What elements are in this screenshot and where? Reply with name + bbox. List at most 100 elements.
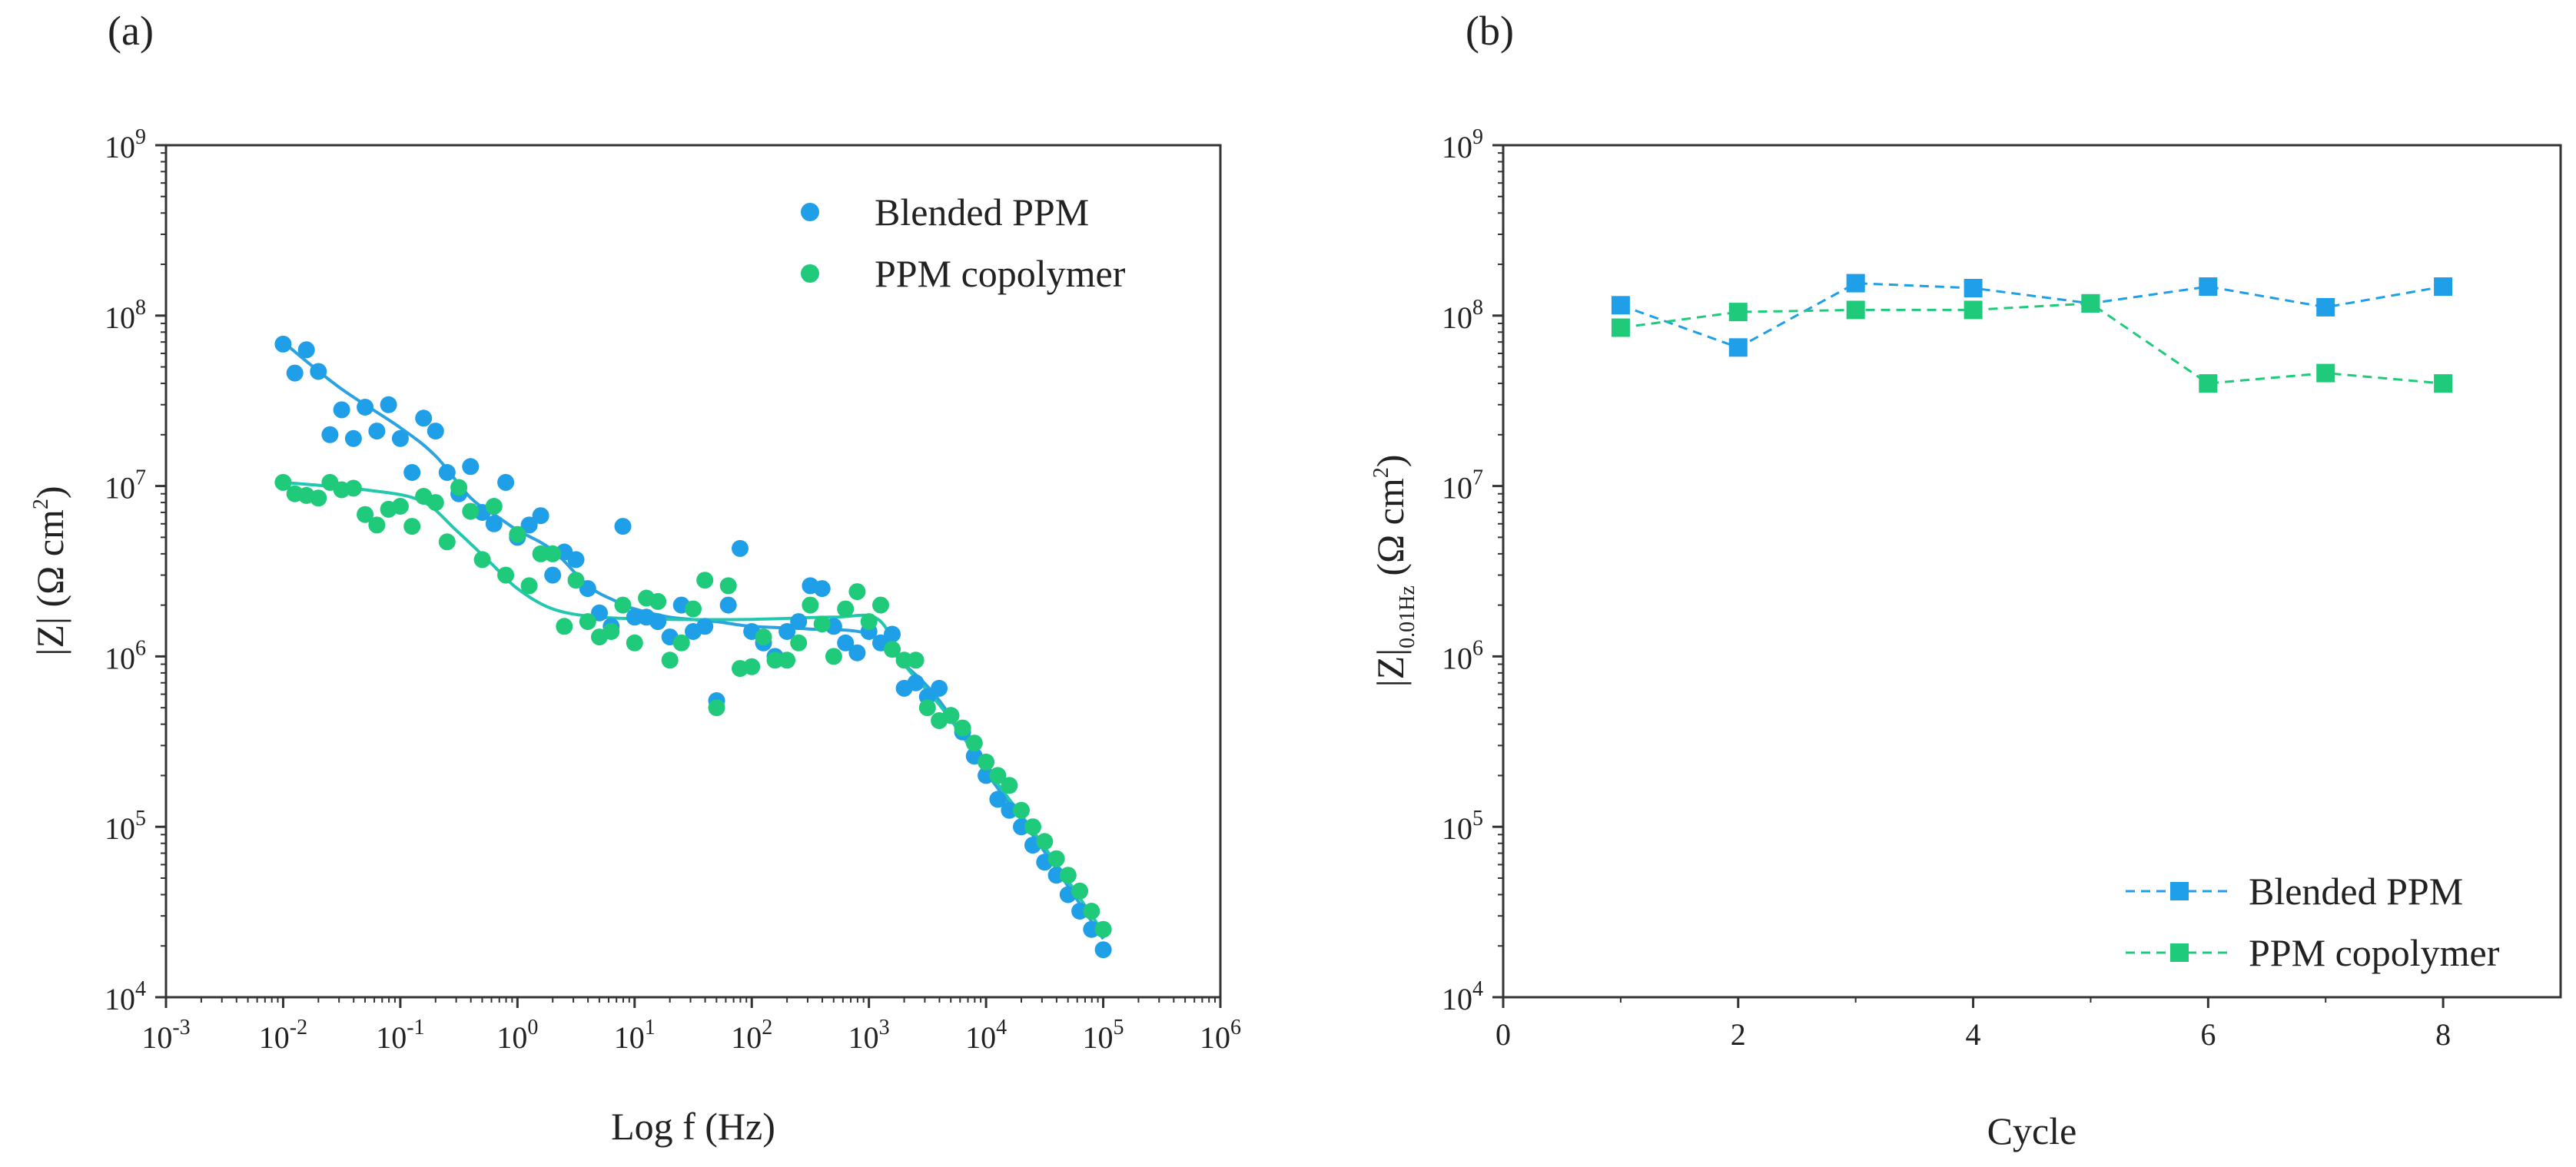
a-x-tick-label-exp: 4 xyxy=(996,1016,1007,1039)
a-point-blended xyxy=(778,623,796,640)
a-point-copolymer xyxy=(579,613,596,631)
b-y-tick-label-exp: 4 xyxy=(1472,977,1483,1001)
a-point-copolymer xyxy=(848,583,866,601)
a-point-blended xyxy=(907,674,925,691)
a-point-copolymer xyxy=(1036,833,1054,850)
a-y-tick-label-base: 10 xyxy=(105,130,135,164)
a-x-tick-label-base: 10 xyxy=(376,1020,407,1055)
a-point-blended xyxy=(520,516,538,534)
a-point-copolymer xyxy=(567,572,585,589)
legend-a: Blended PPM PPM copolymer xyxy=(801,191,1126,295)
b-x-tick-label: 2 xyxy=(1731,1017,1746,1052)
y-axis-title-a: |Z| (Ω cm2) xyxy=(28,486,71,655)
a-point-copolymer xyxy=(1083,903,1100,920)
a-point-copolymer xyxy=(1094,920,1112,938)
a-point-blended xyxy=(837,634,855,651)
a-point-blended xyxy=(1047,867,1065,884)
a-x-tick-label: 10-3 xyxy=(141,1016,190,1055)
a-point-blended xyxy=(696,618,714,635)
b-legend-label: Blended PPM xyxy=(2249,870,2463,913)
b-point-copolymer xyxy=(1728,303,1748,322)
x-axis-title-b: Cycle xyxy=(1987,1109,2077,1152)
a-point-copolymer xyxy=(1047,850,1065,867)
a-point-copolymer xyxy=(544,545,562,562)
a-point-copolymer xyxy=(1024,818,1041,836)
y-axis-title-a-base: |Z| (Ω cm xyxy=(28,509,71,656)
a-point-copolymer xyxy=(357,506,374,523)
b-line-blended xyxy=(1620,282,2444,349)
a-point-blended xyxy=(626,608,643,626)
a-point-copolymer xyxy=(755,628,772,646)
a-legend-label: Blended PPM xyxy=(875,191,1089,234)
a-point-blended xyxy=(544,566,562,584)
a-point-blended xyxy=(321,426,339,443)
a-point-copolymer xyxy=(614,596,632,614)
b-y-tick-label-base: 10 xyxy=(1442,471,1472,506)
b-y-tick-label: 105 xyxy=(1442,807,1483,846)
a-point-copolymer xyxy=(790,634,808,651)
b-y-tick-label-base: 10 xyxy=(1442,811,1472,846)
a-point-blended xyxy=(884,625,901,643)
plot-frame-a xyxy=(164,144,1222,999)
panel-label-b: (b) xyxy=(1466,8,1514,54)
y-axis-title-b-close: ) xyxy=(1369,455,1412,468)
a-y-tick-label-base: 10 xyxy=(105,811,135,846)
a-y-tick-label: 105 xyxy=(105,807,146,846)
a-point-copolymer xyxy=(1071,882,1089,900)
a-point-copolymer xyxy=(766,651,784,669)
a-point-copolymer xyxy=(368,516,386,534)
a-x-tick-label: 106 xyxy=(1200,1016,1241,1055)
b-legend-label: PPM copolymer xyxy=(2249,931,2500,974)
a-point-copolymer xyxy=(719,577,737,595)
a-point-blended xyxy=(579,580,596,598)
a-y-tick-label: 106 xyxy=(105,636,146,675)
a-x-tick-label: 10-1 xyxy=(376,1016,424,1055)
plot-frame-b xyxy=(1502,144,2562,999)
a-point-blended xyxy=(497,473,515,491)
a-x-tick-label: 104 xyxy=(965,1016,1007,1055)
a-point-blended xyxy=(719,596,737,614)
a-point-blended xyxy=(438,464,456,481)
b-y-tick-label-base: 10 xyxy=(1442,982,1472,1016)
a-point-copolymer xyxy=(978,753,995,771)
a-point-blended xyxy=(274,335,292,353)
a-y-tick-label-base: 10 xyxy=(105,300,135,335)
a-x-tick-label: 105 xyxy=(1083,1016,1124,1055)
a-point-copolymer xyxy=(274,473,292,491)
a-point-copolymer xyxy=(520,577,538,595)
a-point-copolymer xyxy=(708,699,725,717)
y-axis-title-a-sup: 2 xyxy=(29,499,53,509)
a-x-tick-label-base: 10 xyxy=(259,1020,290,1055)
a-point-copolymer xyxy=(310,489,327,507)
y-axis-title-b: |Z|0.01Hz (Ω cm2) xyxy=(1369,455,1419,688)
a-point-copolymer xyxy=(672,634,690,651)
b-point-copolymer xyxy=(1611,318,1630,337)
b-point-copolymer xyxy=(2434,374,2453,393)
a-point-blended xyxy=(1071,903,1089,920)
y-axis-title-b-sup: 2 xyxy=(1369,467,1393,478)
a-point-copolymer xyxy=(438,533,456,551)
b-y-tick-label-base: 10 xyxy=(1442,641,1472,675)
b-x-tick-label: 8 xyxy=(2435,1017,2451,1052)
a-point-copolymer xyxy=(965,734,983,752)
x-axis-title-a: Log f (Hz) xyxy=(611,1105,775,1148)
a-fit-line-copolymer xyxy=(283,480,1105,933)
a-x-tick-label-base: 10 xyxy=(1200,1020,1230,1055)
a-x-tick-label-base: 10 xyxy=(141,1020,172,1055)
a-y-tick-label-base: 10 xyxy=(105,641,135,675)
a-point-copolymer xyxy=(685,600,702,618)
b-x-tick-label: 0 xyxy=(1495,1017,1511,1052)
a-point-blended xyxy=(591,604,608,622)
a-x-tick-label-base: 10 xyxy=(848,1020,879,1055)
b-x-tick-label: 6 xyxy=(2200,1017,2216,1052)
a-point-copolymer xyxy=(696,572,714,589)
a-point-copolymer xyxy=(778,651,796,669)
a-y-tick-label: 104 xyxy=(105,977,146,1016)
a-point-blended xyxy=(344,429,362,447)
a-point-copolymer xyxy=(802,596,819,614)
a-point-copolymer xyxy=(743,658,761,675)
b-y-tick-label: 108 xyxy=(1442,296,1483,335)
b-point-copolymer xyxy=(1846,300,1865,320)
a-point-blended xyxy=(391,429,409,447)
